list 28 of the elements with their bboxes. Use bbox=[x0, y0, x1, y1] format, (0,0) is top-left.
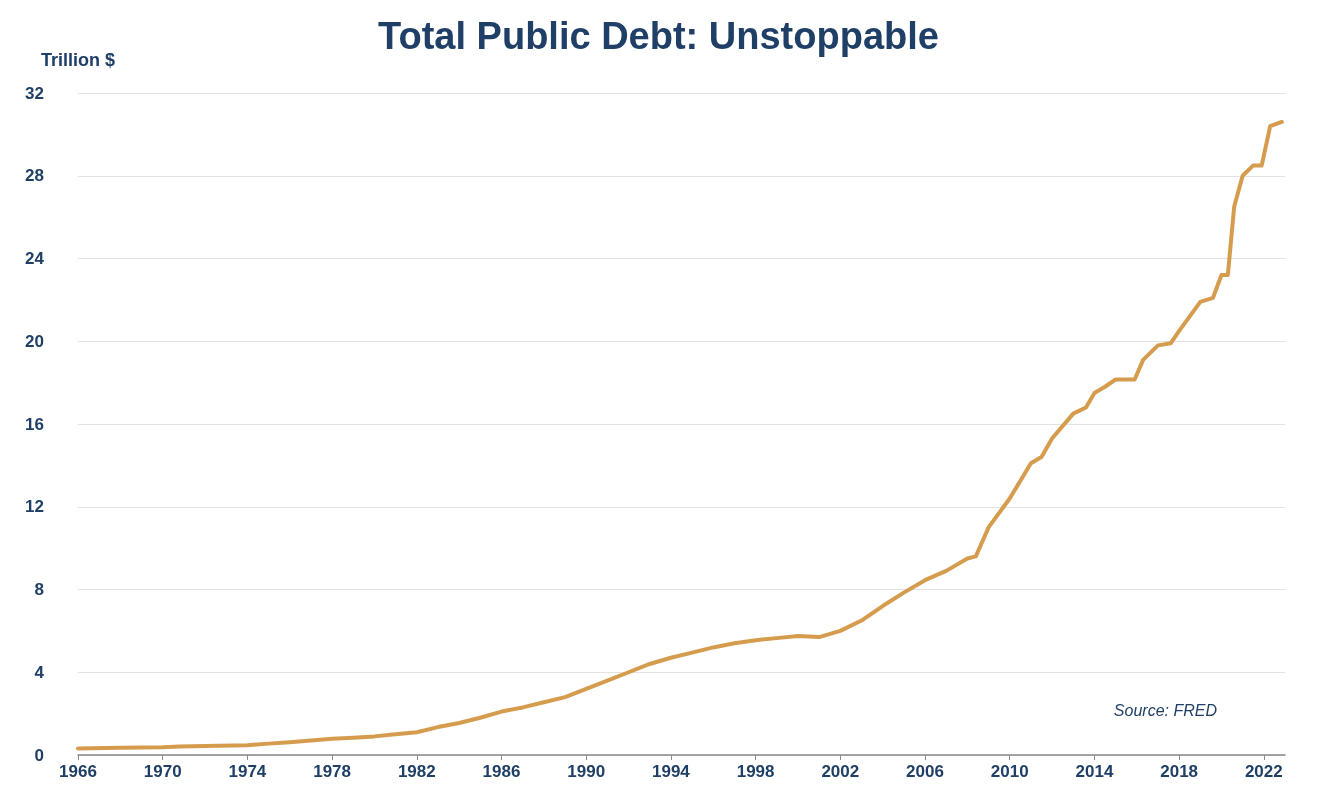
x-tick-label: 1966 bbox=[59, 762, 97, 781]
y-tick-label: 16 bbox=[25, 414, 44, 434]
y-tick-label: 12 bbox=[25, 497, 44, 517]
x-tick-label: 1978 bbox=[313, 762, 352, 781]
y-tick-label: 20 bbox=[25, 331, 44, 351]
x-tick-label: 2014 bbox=[1075, 762, 1114, 781]
y-tick-label: 0 bbox=[34, 745, 44, 765]
x-tick-label: 1990 bbox=[567, 762, 606, 781]
x-tick-label: 2002 bbox=[821, 762, 860, 781]
chart-title: Total Public Debt: Unstoppable bbox=[378, 15, 939, 57]
y-axis-title: Trillion $ bbox=[40, 50, 116, 70]
y-tick-label: 28 bbox=[25, 166, 44, 186]
x-tick-label: 2010 bbox=[990, 762, 1029, 781]
x-tick-label: 1994 bbox=[652, 762, 691, 781]
x-tick-label: 2018 bbox=[1160, 762, 1199, 781]
x-tick-label: 1982 bbox=[397, 762, 436, 781]
y-tick-label: 24 bbox=[25, 249, 45, 268]
y-tick-label: 4 bbox=[34, 662, 45, 682]
x-tick-label: 1986 bbox=[482, 762, 521, 781]
x-tick-label: 2022 bbox=[1244, 762, 1283, 781]
x-tick-label: 2006 bbox=[906, 762, 944, 781]
x-tick-label: 1974 bbox=[228, 762, 267, 781]
y-tick-label: 32 bbox=[25, 83, 44, 103]
x-tick-label: 1970 bbox=[143, 762, 182, 781]
y-tick-label: 8 bbox=[34, 580, 44, 599]
annotation: Source: FRED bbox=[1113, 701, 1218, 719]
x-tick-label: 1998 bbox=[736, 762, 775, 781]
line-series bbox=[76, 119, 1284, 751]
